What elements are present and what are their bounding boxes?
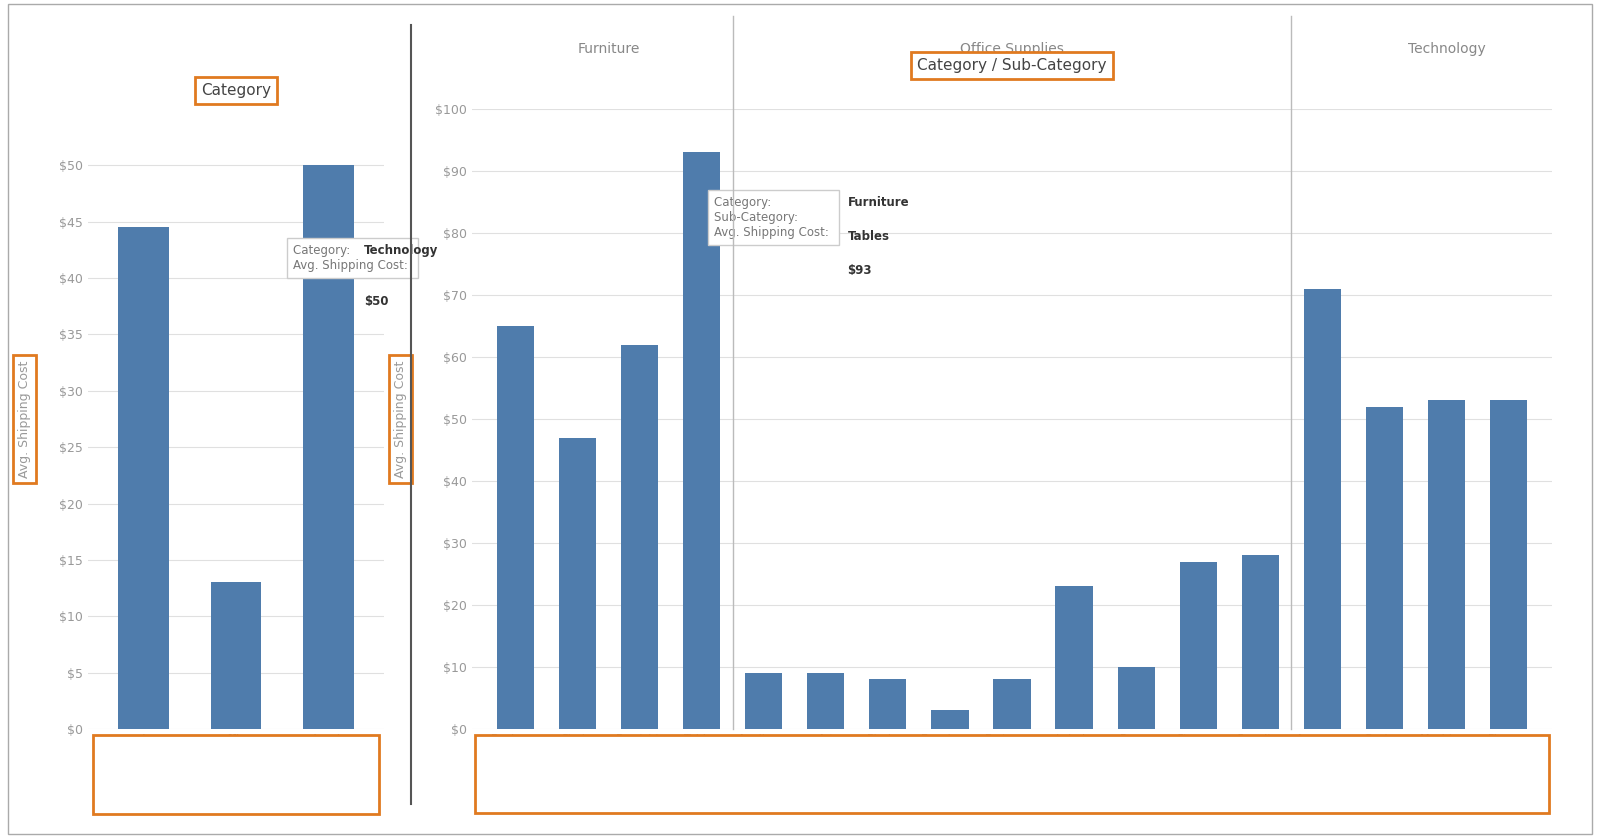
Y-axis label: Avg. Shipping Cost: Avg. Shipping Cost: [18, 360, 32, 478]
Bar: [118, 227, 170, 729]
Bar: [498, 326, 534, 729]
Y-axis label: Avg. Shipping Cost: Avg. Shipping Cost: [395, 360, 408, 478]
Text: Furniture: Furniture: [578, 42, 640, 56]
Bar: [1242, 556, 1278, 729]
Text: Office Supplies: Office Supplies: [960, 42, 1064, 56]
Bar: [558, 437, 597, 729]
Bar: [1490, 401, 1526, 729]
Text: $93: $93: [848, 264, 872, 277]
Bar: [869, 680, 907, 729]
Text: $50: $50: [363, 295, 389, 308]
Bar: [621, 344, 658, 729]
FancyBboxPatch shape: [93, 735, 379, 814]
FancyBboxPatch shape: [475, 735, 1549, 813]
Bar: [211, 582, 261, 729]
Bar: [1304, 289, 1341, 729]
Bar: [1117, 667, 1155, 729]
Text: Category:              
Sub-Category:       
Avg. Shipping Cost:: Category: Sub-Category: Avg. Shipping Co…: [714, 196, 832, 239]
Title: Category / Sub-Category: Category / Sub-Category: [917, 58, 1107, 73]
Text: Furniture: Furniture: [848, 196, 909, 209]
Text: Technology: Technology: [1408, 42, 1485, 56]
Bar: [806, 673, 845, 729]
Text: Technology: Technology: [363, 244, 438, 257]
Bar: [1179, 561, 1218, 729]
Title: Category: Category: [202, 83, 270, 98]
Bar: [746, 673, 782, 729]
Bar: [683, 153, 720, 729]
Bar: [1427, 401, 1466, 729]
Bar: [1366, 406, 1403, 729]
Bar: [302, 165, 354, 729]
Bar: [1056, 587, 1093, 729]
Bar: [931, 711, 968, 729]
Text: Category:              
Avg. Shipping Cost:: Category: Avg. Shipping Cost:: [293, 244, 411, 272]
Text: Tables: Tables: [848, 230, 890, 243]
Bar: [994, 680, 1030, 729]
